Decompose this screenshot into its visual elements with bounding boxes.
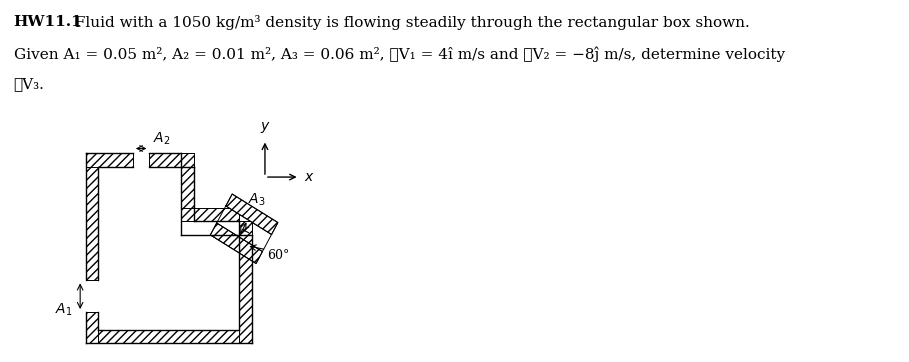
Bar xyxy=(181,153,194,222)
Text: ⃗V₃.: ⃗V₃. xyxy=(14,77,45,92)
Text: $x$: $x$ xyxy=(305,170,315,184)
Bar xyxy=(85,153,98,281)
Text: $A_1$: $A_1$ xyxy=(55,302,73,318)
Text: Fluid with a 1050 kg/m³ density is flowing steadily through the rectangular box : Fluid with a 1050 kg/m³ density is flowi… xyxy=(70,14,750,30)
Bar xyxy=(194,222,239,330)
Text: $A_2$: $A_2$ xyxy=(153,130,170,147)
Bar xyxy=(85,330,252,344)
Text: $y$: $y$ xyxy=(260,120,270,135)
Text: Given A₁ = 0.05 m², A₂ = 0.01 m², A₃ = 0.06 m², ⃗V₁ = 4î m/s and ⃗V₂ = −8ĵ m/s, : Given A₁ = 0.05 m², A₂ = 0.01 m², A₃ = 0… xyxy=(14,46,784,62)
Bar xyxy=(239,222,252,344)
Polygon shape xyxy=(210,223,263,264)
Polygon shape xyxy=(225,194,278,235)
Text: $A_3$: $A_3$ xyxy=(248,191,265,208)
Bar xyxy=(85,312,98,344)
Bar xyxy=(149,153,194,167)
Bar xyxy=(98,167,194,330)
Text: HW11.1: HW11.1 xyxy=(14,14,83,29)
Bar xyxy=(85,153,133,167)
Bar xyxy=(181,207,239,222)
Text: 60°: 60° xyxy=(267,249,290,262)
